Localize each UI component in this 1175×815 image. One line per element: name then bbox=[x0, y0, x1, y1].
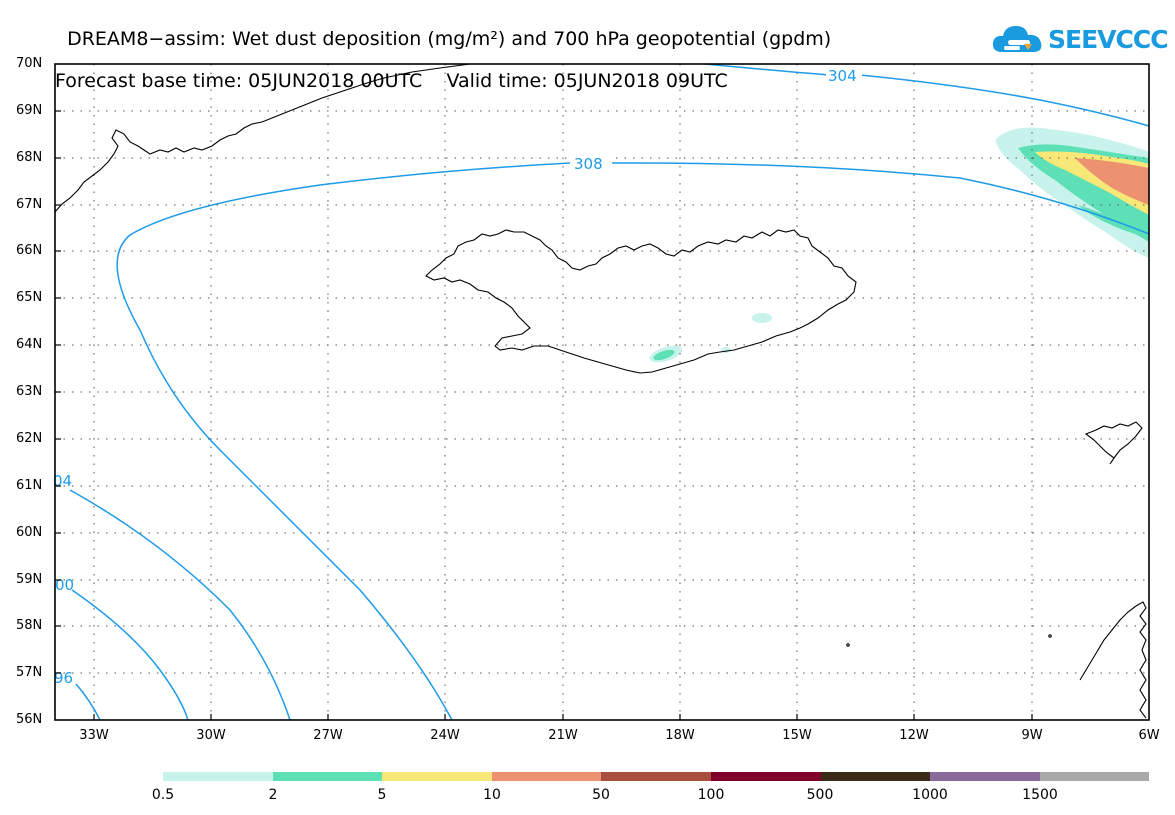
legend-label: 100 bbox=[697, 787, 725, 803]
contour-296 bbox=[75, 683, 101, 721]
color-legend bbox=[163, 772, 1150, 781]
contour-300 bbox=[71, 589, 189, 721]
lon-label: 9W bbox=[1021, 728, 1043, 743]
legend-swatch bbox=[1039, 772, 1150, 781]
cloud-icon bbox=[992, 26, 1042, 52]
contour-label-304-north: 304 bbox=[828, 67, 857, 85]
lon-label: 21W bbox=[548, 728, 578, 743]
geopotential-contours bbox=[69, 63, 1150, 721]
lat-label: 60N bbox=[16, 525, 43, 540]
lat-label: 65N bbox=[16, 290, 43, 305]
lon-label: 24W bbox=[430, 728, 460, 743]
lat-label: 66N bbox=[16, 243, 43, 258]
legend-label: 500 bbox=[806, 787, 834, 803]
legend-label: 2 bbox=[268, 787, 278, 803]
contour-label-308: 308 bbox=[574, 155, 603, 173]
legend-label: 50 bbox=[592, 787, 610, 803]
lat-label: 69N bbox=[16, 103, 43, 118]
legend-label: 10 bbox=[483, 787, 501, 803]
lat-label: 70N bbox=[16, 56, 43, 71]
forecast-base-time: Forecast base time: 05JUN2018 00UTC bbox=[55, 70, 423, 92]
lon-label: 12W bbox=[899, 728, 929, 743]
legend-swatch bbox=[491, 772, 602, 781]
legend-label: 1000 bbox=[912, 787, 948, 803]
lon-label: 27W bbox=[313, 728, 343, 743]
logo-text: SEEVCCC bbox=[1048, 24, 1169, 54]
lat-label: 58N bbox=[16, 618, 43, 633]
legend-swatch bbox=[272, 772, 383, 781]
lon-label: 15W bbox=[782, 728, 812, 743]
legend-swatch bbox=[820, 772, 931, 781]
lon-label: 30W bbox=[196, 728, 226, 743]
legend-label: 0.5 bbox=[151, 787, 175, 803]
dust-deposition-shading bbox=[649, 127, 1149, 363]
legend-swatch bbox=[382, 772, 492, 781]
contour-308 bbox=[116, 162, 1150, 721]
lat-label: 62N bbox=[16, 431, 43, 446]
lat-label: 67N bbox=[16, 197, 43, 212]
lon-label: 6W bbox=[1138, 728, 1160, 743]
axis-ticks bbox=[55, 110, 1033, 720]
contour-label-304-south: 04 bbox=[53, 472, 72, 490]
contour-labels: 304 308 04 00 96 bbox=[53, 67, 862, 687]
contour-304-north bbox=[704, 63, 1150, 127]
lon-label: 18W bbox=[665, 728, 695, 743]
coastlines bbox=[54, 63, 1147, 719]
contour-label-300: 00 bbox=[55, 576, 74, 594]
lat-label: 57N bbox=[16, 665, 43, 680]
lat-label: 64N bbox=[16, 337, 43, 352]
lat-label: 56N bbox=[16, 712, 43, 727]
lat-label: 61N bbox=[16, 478, 43, 493]
lat-label: 63N bbox=[16, 384, 43, 399]
map-title: DREAM8−assim: Wet dust deposition (mg/m²… bbox=[55, 8, 831, 113]
legend-swatch bbox=[601, 772, 711, 781]
lat-label: 59N bbox=[16, 572, 43, 587]
title-line1: DREAM8−assim: Wet dust deposition (mg/m²… bbox=[67, 28, 832, 50]
title-line2: Forecast base time: 05JUN2018 00UTC Vali… bbox=[55, 71, 831, 92]
greenland-coast bbox=[54, 63, 485, 213]
lat-label: 68N bbox=[16, 150, 43, 165]
lon-label: 33W bbox=[79, 728, 109, 743]
legend-swatch bbox=[163, 772, 273, 781]
faroe-coast bbox=[1084, 421, 1143, 465]
legend-label: 5 bbox=[377, 787, 387, 803]
legend-swatch bbox=[930, 772, 1040, 781]
legend-swatch bbox=[710, 772, 821, 781]
scotland-coast bbox=[1079, 601, 1147, 719]
iceland-coast bbox=[425, 229, 857, 374]
contour-label-296: 96 bbox=[54, 669, 73, 687]
contour-304-south bbox=[69, 489, 291, 721]
legend-label: 1500 bbox=[1022, 787, 1058, 803]
valid-time: Valid time: 05JUN2018 09UTC bbox=[446, 70, 728, 92]
seevccc-logo: SEEVCCC bbox=[992, 20, 1169, 58]
